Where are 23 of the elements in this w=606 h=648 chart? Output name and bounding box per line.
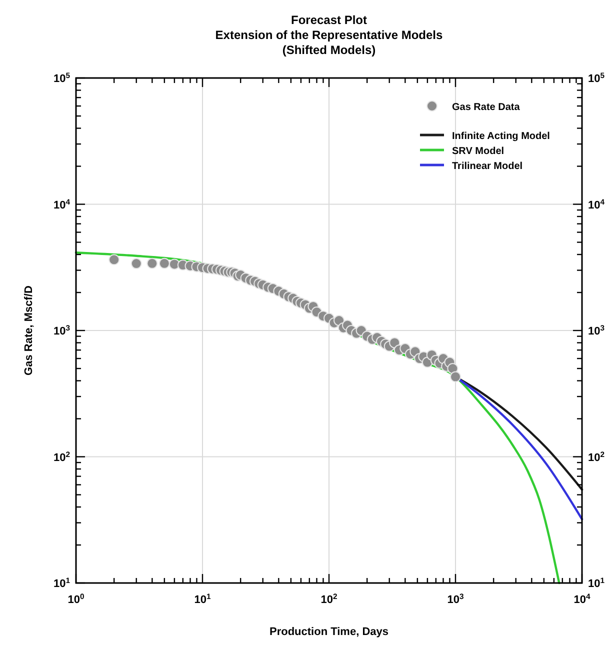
chart-subtitle: Extension of the Representative Models (Shifted Models) (215, 28, 444, 57)
x-tick-label: 10$^{1}$ (194, 592, 212, 606)
legend-label: Gas Rate Data (452, 102, 520, 113)
text: 10$^{3}$ (588, 323, 605, 338)
legend-label: Infinite Acting Model (452, 131, 550, 142)
x-axis-title: Production Time, Days (270, 626, 388, 638)
y-tick-label: 10$^{4}$ (53, 196, 71, 212)
y-tick-label: 10$^{3}$ (53, 323, 70, 338)
x-tick-label: 10$^{0}$ (68, 592, 84, 606)
x-tick-label: 10$^{4}$ (574, 592, 591, 606)
text: 10$^{5}$ (588, 70, 605, 85)
text: 10$^{2}$ (588, 449, 605, 464)
legend-label: Trilinear Model (452, 161, 523, 172)
y-tick-label: 10$^{5}$ (53, 70, 71, 85)
y-tick-label: 10$^{2}$ (53, 449, 70, 464)
y-axis-title: Gas Rate, Mscf/D (23, 286, 35, 376)
x-tick-label: 10$^{3}$ (447, 592, 464, 606)
text: 10$^{4}$ (588, 196, 605, 212)
x-tick-label: 10$^{2}$ (320, 592, 338, 606)
chart-title: Forecast Plot (290, 13, 368, 27)
y-tick-label: 10$^{1}$ (53, 576, 71, 590)
legend-label: SRV Model (452, 146, 504, 157)
text: 10$^{1}$ (588, 576, 605, 590)
